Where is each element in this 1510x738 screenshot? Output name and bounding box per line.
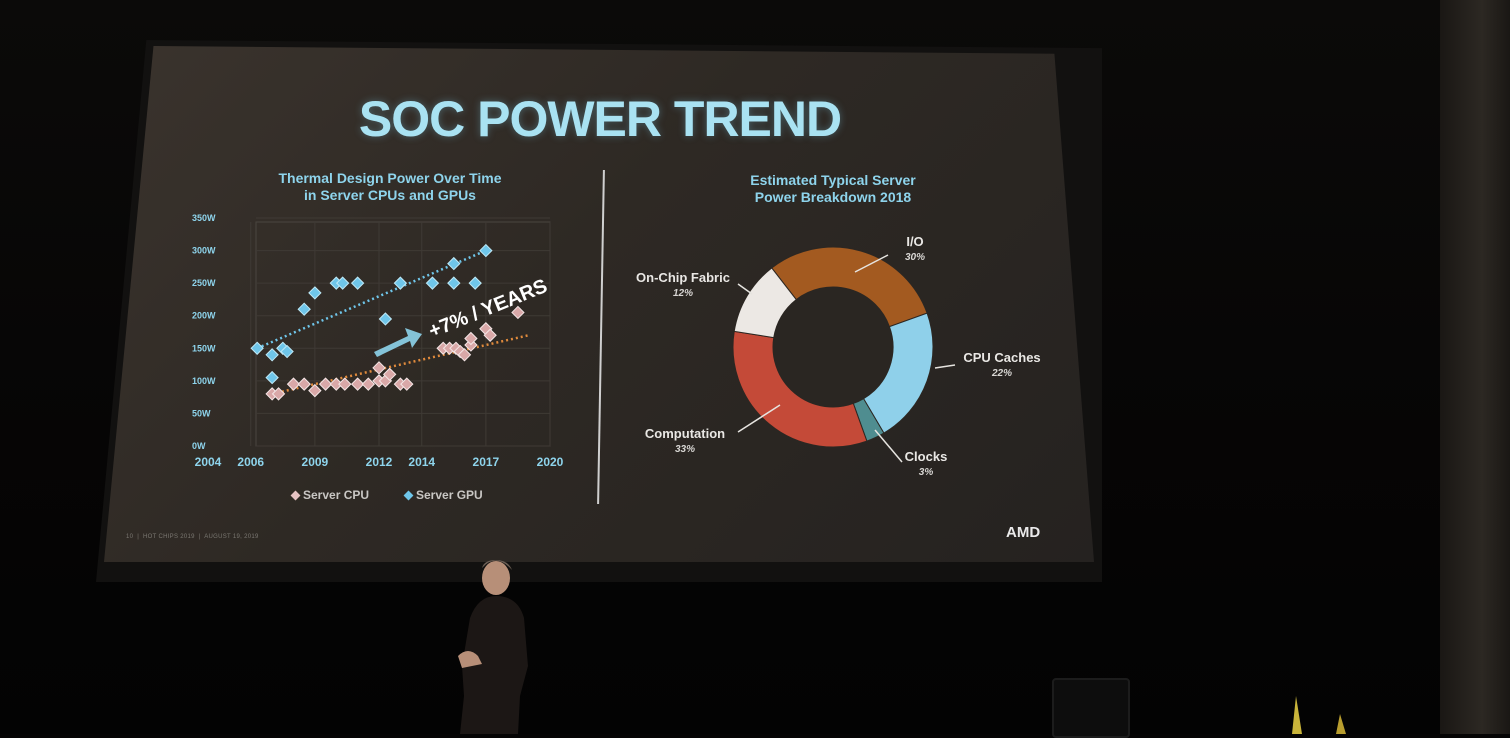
trend-line-server-gpu — [256, 249, 487, 350]
legend-server-cpu: Server CPU — [290, 488, 370, 502]
presenter-silhouette — [458, 560, 528, 734]
server-gpu-point — [280, 344, 294, 359]
server-gpu-legend-label: Server GPU — [416, 488, 483, 502]
x-tick-label: 2009 — [302, 455, 329, 469]
server-cpu-point — [511, 305, 525, 320]
x-tick-label: 2017 — [473, 455, 500, 469]
server-cpu-point — [457, 348, 472, 362]
pie-label-computation-name: Computation — [644, 426, 726, 441]
server-gpu-point — [350, 276, 365, 290]
slide-footer: 10 | HOT CHIPS 2019 | AUGUST 19, 2019 — [126, 534, 259, 540]
server-gpu-point — [479, 243, 493, 258]
y-tick-label: 350W — [192, 213, 216, 223]
server-cpu-point — [297, 377, 311, 391]
server-cpu-point — [338, 377, 352, 391]
amd-logo-text: AMD — [1006, 524, 1041, 541]
server-gpu-point — [447, 256, 461, 271]
server-gpu-point — [265, 348, 279, 362]
pie-label-clocks: Clocks 3% — [895, 449, 957, 481]
growth-arrow — [374, 328, 422, 357]
pie-label-computation-value: 33% — [674, 444, 695, 455]
pie-label-io-name: I/O — [906, 234, 924, 249]
trend-line-server-cpu — [271, 334, 529, 396]
leader-line-on-chip-fabric — [737, 283, 753, 295]
y-tick-label: 150W — [192, 343, 216, 353]
lectern — [1052, 678, 1130, 738]
scatter-chart-title-text: Thermal Design Power Over Time in Server … — [278, 170, 502, 203]
footer-page-number: 10 — [126, 534, 134, 540]
leader-line-i-o — [854, 254, 889, 273]
server-cpu-point — [464, 331, 478, 346]
y-tick-label: 50W — [192, 408, 211, 418]
pie-label-cpu-caches: CPU Caches 22% — [952, 350, 1052, 382]
server-gpu-point — [447, 276, 461, 290]
server-cpu-point — [308, 383, 322, 398]
server-cpu-legend-label: Server CPU — [303, 488, 370, 502]
y-tick-label: 200W — [192, 311, 216, 321]
slide-title: SOC POWER TREND — [358, 91, 842, 147]
server-cpu-point — [350, 377, 365, 391]
pie-label-cpu-caches-name: CPU Caches — [963, 350, 1041, 365]
wall-panel — [1440, 0, 1510, 734]
server-cpu-point — [483, 328, 497, 342]
stage-flowers — [1292, 696, 1346, 734]
pie-label-io-value: 30% — [904, 252, 925, 263]
x-tick-label: 2014 — [408, 455, 435, 469]
y-tick-label: 100W — [192, 376, 216, 386]
y-tick-label: 0W — [192, 441, 206, 451]
server-gpu-point — [468, 276, 482, 290]
server-cpu-point — [372, 361, 386, 375]
server-cpu-point — [318, 377, 333, 391]
donut-hole — [773, 287, 893, 407]
pie-label-on-chip-fabric: On-Chip Fabric 12% — [628, 270, 738, 302]
legend-server-gpu: Server GPU — [403, 488, 483, 502]
x-tick-label: 2004 — [195, 455, 222, 469]
server-gpu-point — [265, 370, 279, 385]
leader-line-cpu-caches — [934, 364, 956, 369]
footer-date: AUGUST 19, 2019 — [204, 534, 259, 540]
server-cpu-point — [361, 377, 376, 391]
server-gpu-point — [250, 341, 264, 355]
server-gpu-point — [393, 276, 408, 290]
server-gpu-point — [297, 302, 311, 316]
server-cpu-point — [382, 367, 397, 382]
x-tick-label: 2006 — [237, 455, 264, 469]
pie-chart-title-text: Estimated Typical Server Power Breakdown … — [750, 172, 916, 205]
amd-logo: AMD — [1006, 524, 1040, 541]
x-tick-label: 2020 — [537, 455, 564, 469]
x-tick-label: 2012 — [366, 455, 393, 469]
leader-line-computation — [737, 404, 781, 433]
pie-label-clocks-value: 3% — [918, 467, 934, 478]
pie-label-io: I/O 30% — [880, 234, 950, 266]
server-cpu-point — [271, 387, 286, 401]
server-gpu-point — [425, 276, 440, 290]
footer-event: HOT CHIPS 2019 — [143, 534, 195, 540]
server-gpu-point — [335, 276, 350, 290]
pie-label-on-chip-fabric-name: On-Chip Fabric — [636, 270, 730, 285]
pie-label-clocks-name: Clocks — [904, 449, 948, 464]
server-gpu-point — [308, 286, 322, 300]
server-cpu-point — [286, 377, 301, 391]
server-cpu-point — [400, 377, 414, 391]
pie-label-on-chip-fabric-value: 12% — [672, 288, 693, 299]
server-gpu-point — [378, 312, 393, 326]
pie-label-computation: Computation 33% — [635, 426, 735, 458]
leader-line-clocks — [874, 429, 903, 463]
scatter-chart-title: Thermal Design Power Over Time in Server … — [270, 170, 510, 204]
y-tick-label: 300W — [192, 246, 216, 256]
pie-label-cpu-caches-value: 22% — [991, 368, 1012, 379]
y-tick-label: 250W — [192, 278, 216, 288]
pie-chart-title: Estimated Typical Server Power Breakdown … — [728, 172, 938, 206]
